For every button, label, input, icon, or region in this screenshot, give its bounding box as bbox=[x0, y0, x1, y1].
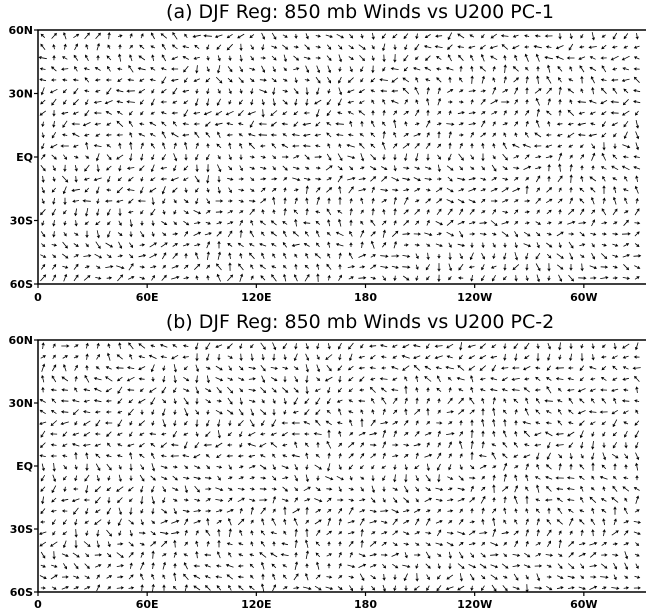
x-tick-label: 0 bbox=[34, 598, 42, 610]
wind-field bbox=[38, 32, 642, 283]
wind-vectors bbox=[38, 32, 642, 283]
x-tick-label: 60E bbox=[136, 291, 159, 304]
y-tick-label: 60N bbox=[8, 334, 33, 347]
y-tick-label: 30N bbox=[8, 397, 33, 410]
wind-vectors bbox=[38, 342, 641, 593]
x-tick-label: 120E bbox=[241, 598, 271, 610]
x-tick-label: 60E bbox=[136, 598, 159, 610]
x-tick-label: 180 bbox=[354, 291, 377, 304]
x-tick-label: 120E bbox=[241, 291, 271, 304]
y-tick-label: 30S bbox=[10, 215, 33, 228]
x-tick-label: 60W bbox=[570, 598, 597, 610]
x-tick-label: 120W bbox=[457, 598, 492, 610]
y-tick-label: 60S bbox=[10, 278, 33, 291]
y-tick-label: EQ bbox=[16, 460, 33, 473]
y-tick-label: 30S bbox=[10, 523, 33, 536]
y-tick-label: 30N bbox=[8, 88, 33, 101]
x-tick-label: 180 bbox=[354, 598, 377, 610]
y-tick-label: 60N bbox=[8, 24, 33, 37]
y-tick-label: 60S bbox=[10, 586, 33, 599]
panel-title: (b) DJF Reg: 850 mb Winds vs U200 PC-2 bbox=[166, 311, 554, 333]
x-tick-label: 0 bbox=[34, 291, 42, 304]
x-tick-label: 60W bbox=[570, 291, 597, 304]
y-tick-label: EQ bbox=[16, 151, 33, 164]
x-tick-label: 120W bbox=[457, 291, 492, 304]
panel-title: (a) DJF Reg: 850 mb Winds vs U200 PC-1 bbox=[166, 1, 554, 23]
wind-field bbox=[38, 342, 641, 593]
